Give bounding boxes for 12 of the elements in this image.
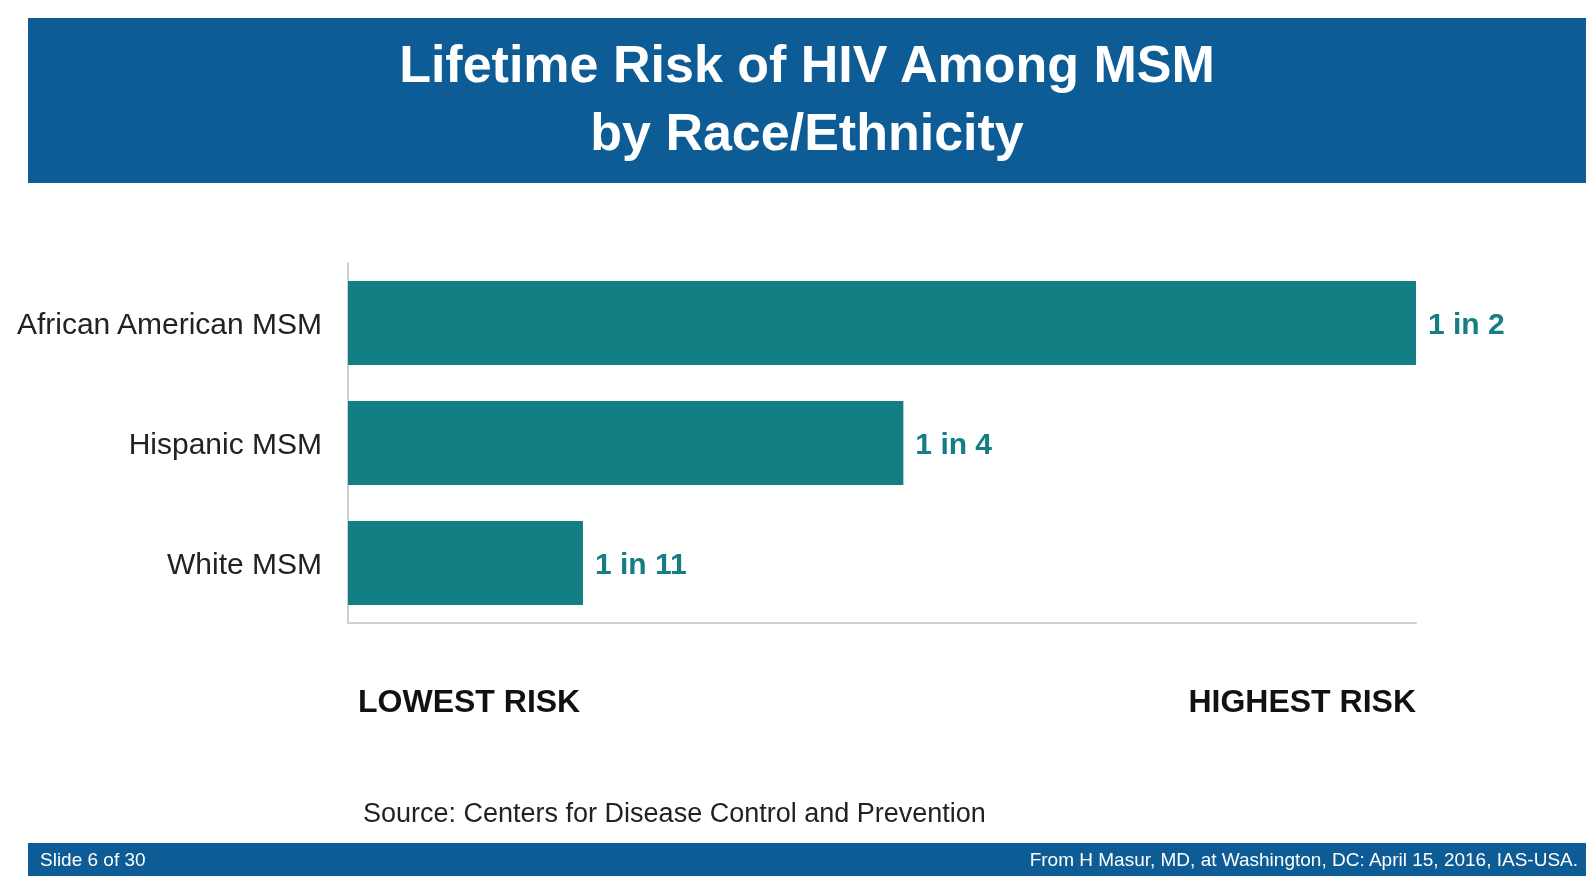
source-note: Source: Centers for Disease Control and Prevention: [363, 798, 986, 829]
text: HIGHEST RISK: [1188, 683, 1416, 720]
text: Slide 6 of 30: [40, 849, 146, 871]
text: LOWEST RISK: [358, 683, 581, 720]
text: From H Masur, MD, at Washington, DC: April 15, 2016, IAS-USA.: [1029, 849, 1578, 871]
y-tick-label: Hispanic MSM: [128, 426, 322, 460]
annotation: 1 in 4: [915, 426, 993, 460]
y-tick-label: African American MSM: [16, 306, 322, 340]
annotation: 1 in 11: [594, 546, 687, 580]
annotation: 1 in 2: [1428, 306, 1505, 340]
chart-title: Lifetime Risk of HIV Among MSM by Race/Ethnicity: [398, 34, 1216, 163]
y-tick-label: White MSM: [166, 546, 322, 580]
